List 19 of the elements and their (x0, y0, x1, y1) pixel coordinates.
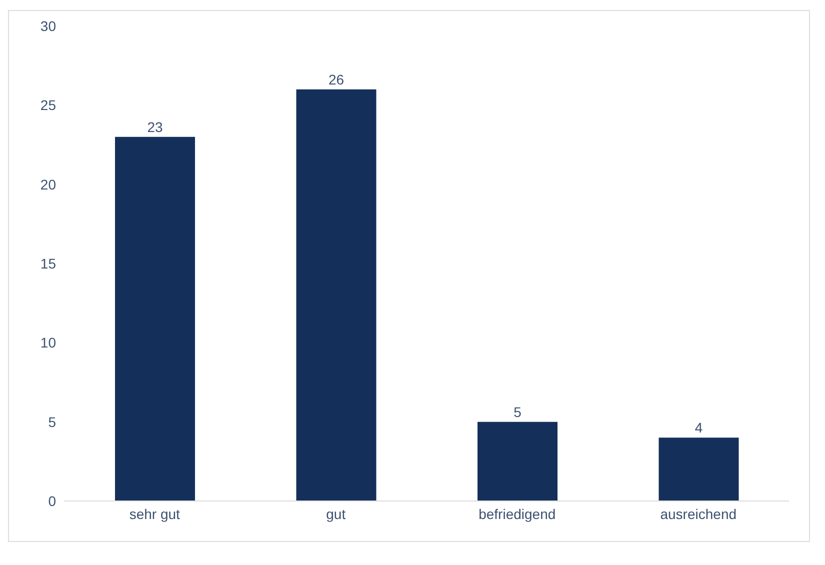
bar (115, 136, 195, 501)
y-tick-label: 30 (40, 18, 56, 34)
data-label: 5 (514, 404, 522, 420)
y-tick-label: 25 (40, 97, 56, 114)
x-tick-label: gut (326, 506, 346, 522)
y-tick-label: 0 (48, 492, 56, 509)
y-tick-label: 20 (40, 176, 56, 192)
y-tick-label: 10 (40, 334, 56, 351)
data-label: 23 (147, 118, 163, 135)
y-tick-label: 15 (40, 255, 56, 272)
y-tick-label: 5 (48, 414, 56, 430)
x-tick-label: sehr gut (129, 506, 180, 522)
data-label: 26 (328, 71, 344, 88)
bar (658, 438, 739, 501)
bar (296, 89, 376, 501)
x-tick-label: befriedigend (478, 506, 556, 522)
bar (478, 422, 558, 501)
x-tick-label: ausreichend (660, 506, 737, 522)
data-label: 4 (694, 420, 703, 436)
